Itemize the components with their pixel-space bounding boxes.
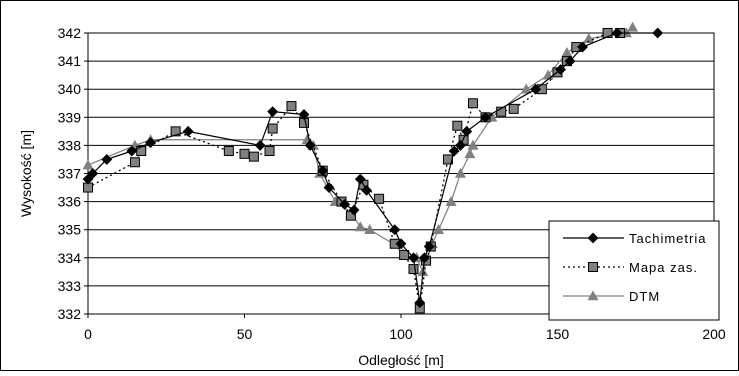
data-point-tachimetria bbox=[480, 111, 491, 123]
data-point-tachimetria bbox=[182, 125, 194, 137]
tick-labels: 332 333 334 335 336 337 338 339 340 341 342 0 50 100 1… bbox=[58, 25, 726, 342]
legend-item-dtm: DTM bbox=[563, 289, 660, 304]
data-point-tachimetria bbox=[530, 83, 542, 95]
series-tachimetria bbox=[82, 27, 664, 309]
data-point-dtm bbox=[433, 224, 445, 234]
data-point-tachimetria bbox=[101, 154, 113, 165]
legend-marker bbox=[587, 290, 599, 301]
data-point-tachimetria bbox=[577, 41, 588, 53]
data-point-mapa-zas bbox=[508, 103, 519, 114]
legend-marker bbox=[588, 262, 598, 272]
data-point-mapa-zas bbox=[248, 151, 259, 162]
data-point-dtm bbox=[364, 224, 376, 234]
y-tick-label: 334 bbox=[58, 250, 82, 266]
data-point-dtm bbox=[467, 139, 479, 150]
y-tick-label: 337 bbox=[58, 166, 82, 182]
data-point-mapa-zas bbox=[264, 146, 275, 157]
data-point-tachimetria bbox=[254, 139, 266, 151]
data-point-dtm bbox=[354, 221, 366, 232]
data-point-mapa-zas bbox=[267, 123, 278, 134]
y-tick-label: 339 bbox=[58, 109, 82, 125]
data-point-tachimetria bbox=[304, 139, 316, 151]
data-point-tachimetria bbox=[145, 137, 157, 149]
y-tick-label: 340 bbox=[58, 81, 82, 97]
legend-label: Mapa zas. bbox=[629, 260, 698, 275]
data-point-tachimetria bbox=[389, 224, 401, 236]
data-point-tachimetria bbox=[317, 165, 329, 177]
legend-item-tachimetria: Tachimetria bbox=[563, 231, 706, 246]
data-point-tachimetria bbox=[348, 204, 360, 216]
data-point-tachimetria bbox=[323, 182, 335, 193]
data-point-dtm bbox=[520, 83, 532, 94]
data-point-mapa-zas bbox=[286, 101, 297, 112]
data-point-tachimetria bbox=[361, 184, 372, 196]
legend-label: DTM bbox=[629, 289, 660, 304]
data-point-tachimetria bbox=[126, 145, 138, 157]
data-point-dtm bbox=[445, 195, 457, 206]
data-point-mapa-zas bbox=[239, 148, 250, 159]
y-tick-label: 341 bbox=[58, 53, 82, 69]
data-point-tachimetria bbox=[419, 252, 430, 264]
data-point-mapa-zas bbox=[223, 146, 234, 157]
data-point-tachimetria bbox=[611, 27, 623, 39]
data-point-mapa-zas bbox=[399, 249, 410, 260]
y-tick-label: 338 bbox=[58, 137, 82, 153]
series bbox=[82, 21, 664, 314]
data-point-tachimetria bbox=[555, 64, 567, 75]
data-point-dtm bbox=[583, 33, 595, 43]
data-point-mapa-zas bbox=[129, 157, 140, 168]
data-point-tachimetria bbox=[298, 109, 310, 120]
x-tick-label: 100 bbox=[389, 326, 413, 342]
data-point-mapa-zas bbox=[170, 126, 181, 137]
data-point-tachimetria bbox=[408, 252, 419, 264]
x-axis-title: Odległość [m] bbox=[358, 352, 444, 368]
y-axis-title: Wysokość [m] bbox=[18, 130, 34, 217]
data-point-tachimetria bbox=[267, 106, 279, 118]
data-point-tachimetria bbox=[652, 27, 664, 39]
y-tick-label: 342 bbox=[58, 25, 82, 41]
data-point-tachimetria bbox=[414, 297, 426, 309]
data-point-tachimetria bbox=[461, 125, 473, 137]
series-line-tachimetria bbox=[87, 32, 658, 303]
data-point-tachimetria bbox=[455, 139, 466, 151]
data-point-dtm bbox=[464, 148, 476, 159]
data-point-dtm bbox=[627, 21, 639, 32]
y-tick-label: 332 bbox=[58, 306, 82, 322]
data-point-dtm bbox=[82, 159, 94, 170]
data-point-tachimetria bbox=[564, 55, 576, 67]
data-point-dtm bbox=[454, 167, 466, 178]
data-point-tachimetria bbox=[448, 145, 460, 157]
legend-label: Tachimetria bbox=[629, 231, 706, 246]
legend-marker bbox=[587, 232, 599, 244]
data-point-tachimetria bbox=[395, 238, 407, 250]
data-point-tachimetria bbox=[354, 173, 366, 185]
data-point-tachimetria bbox=[423, 241, 435, 252]
data-point-tachimetria bbox=[339, 198, 351, 210]
data-point-tachimetria bbox=[87, 168, 99, 179]
data-point-mapa-zas bbox=[374, 193, 385, 204]
legend: Tachimetria Mapa zas. DTM bbox=[548, 220, 720, 321]
data-point-mapa-zas bbox=[467, 98, 478, 109]
y-tick-label: 333 bbox=[58, 278, 82, 294]
x-tick-label: 200 bbox=[702, 326, 726, 342]
legend-item-mapa-zas: Mapa zas. bbox=[563, 260, 698, 275]
data-point-mapa-zas bbox=[452, 120, 463, 131]
y-tick-label: 335 bbox=[58, 222, 82, 238]
x-tick-label: 150 bbox=[546, 326, 570, 342]
x-tick-label: 0 bbox=[84, 326, 92, 342]
data-point-mapa-zas bbox=[408, 264, 419, 275]
x-tick-label: 50 bbox=[237, 326, 253, 342]
y-tick-label: 336 bbox=[58, 194, 82, 210]
